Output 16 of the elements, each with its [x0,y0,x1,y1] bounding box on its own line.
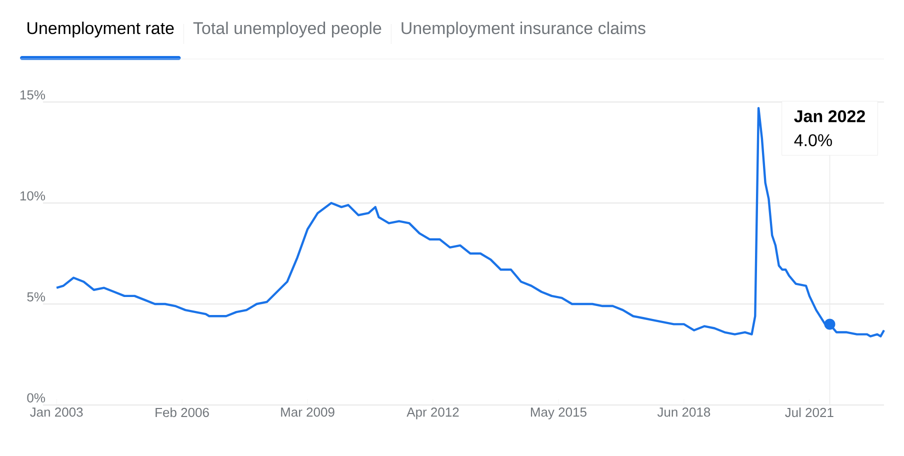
x-tick-label: Jul 2021 [785,408,834,418]
x-tick-label: Jun 2018 [657,408,710,417]
x-tick-label: Jan 2003 [30,408,83,417]
y-tick-label: 5% [27,292,46,302]
chart-title: Unemployment rate [28,22,174,38]
x-tick-label: Feb 2006 [156,408,209,418]
y-tick-label: 0% [27,393,46,402]
y-tick-label: 10% [20,191,46,200]
x-tick-label: May 2015 [530,408,586,420]
x-tick-label: Apr 2012 [406,408,459,420]
annotation: Jan 2022 [794,110,865,122]
text: Total unemployed people [193,22,382,38]
annotation: 4.0% [794,134,832,146]
y-tick-label: 15% [20,90,46,100]
text: Unemployment insurance claims [402,22,646,38]
x-tick-label: Mar 2009 [281,408,334,417]
